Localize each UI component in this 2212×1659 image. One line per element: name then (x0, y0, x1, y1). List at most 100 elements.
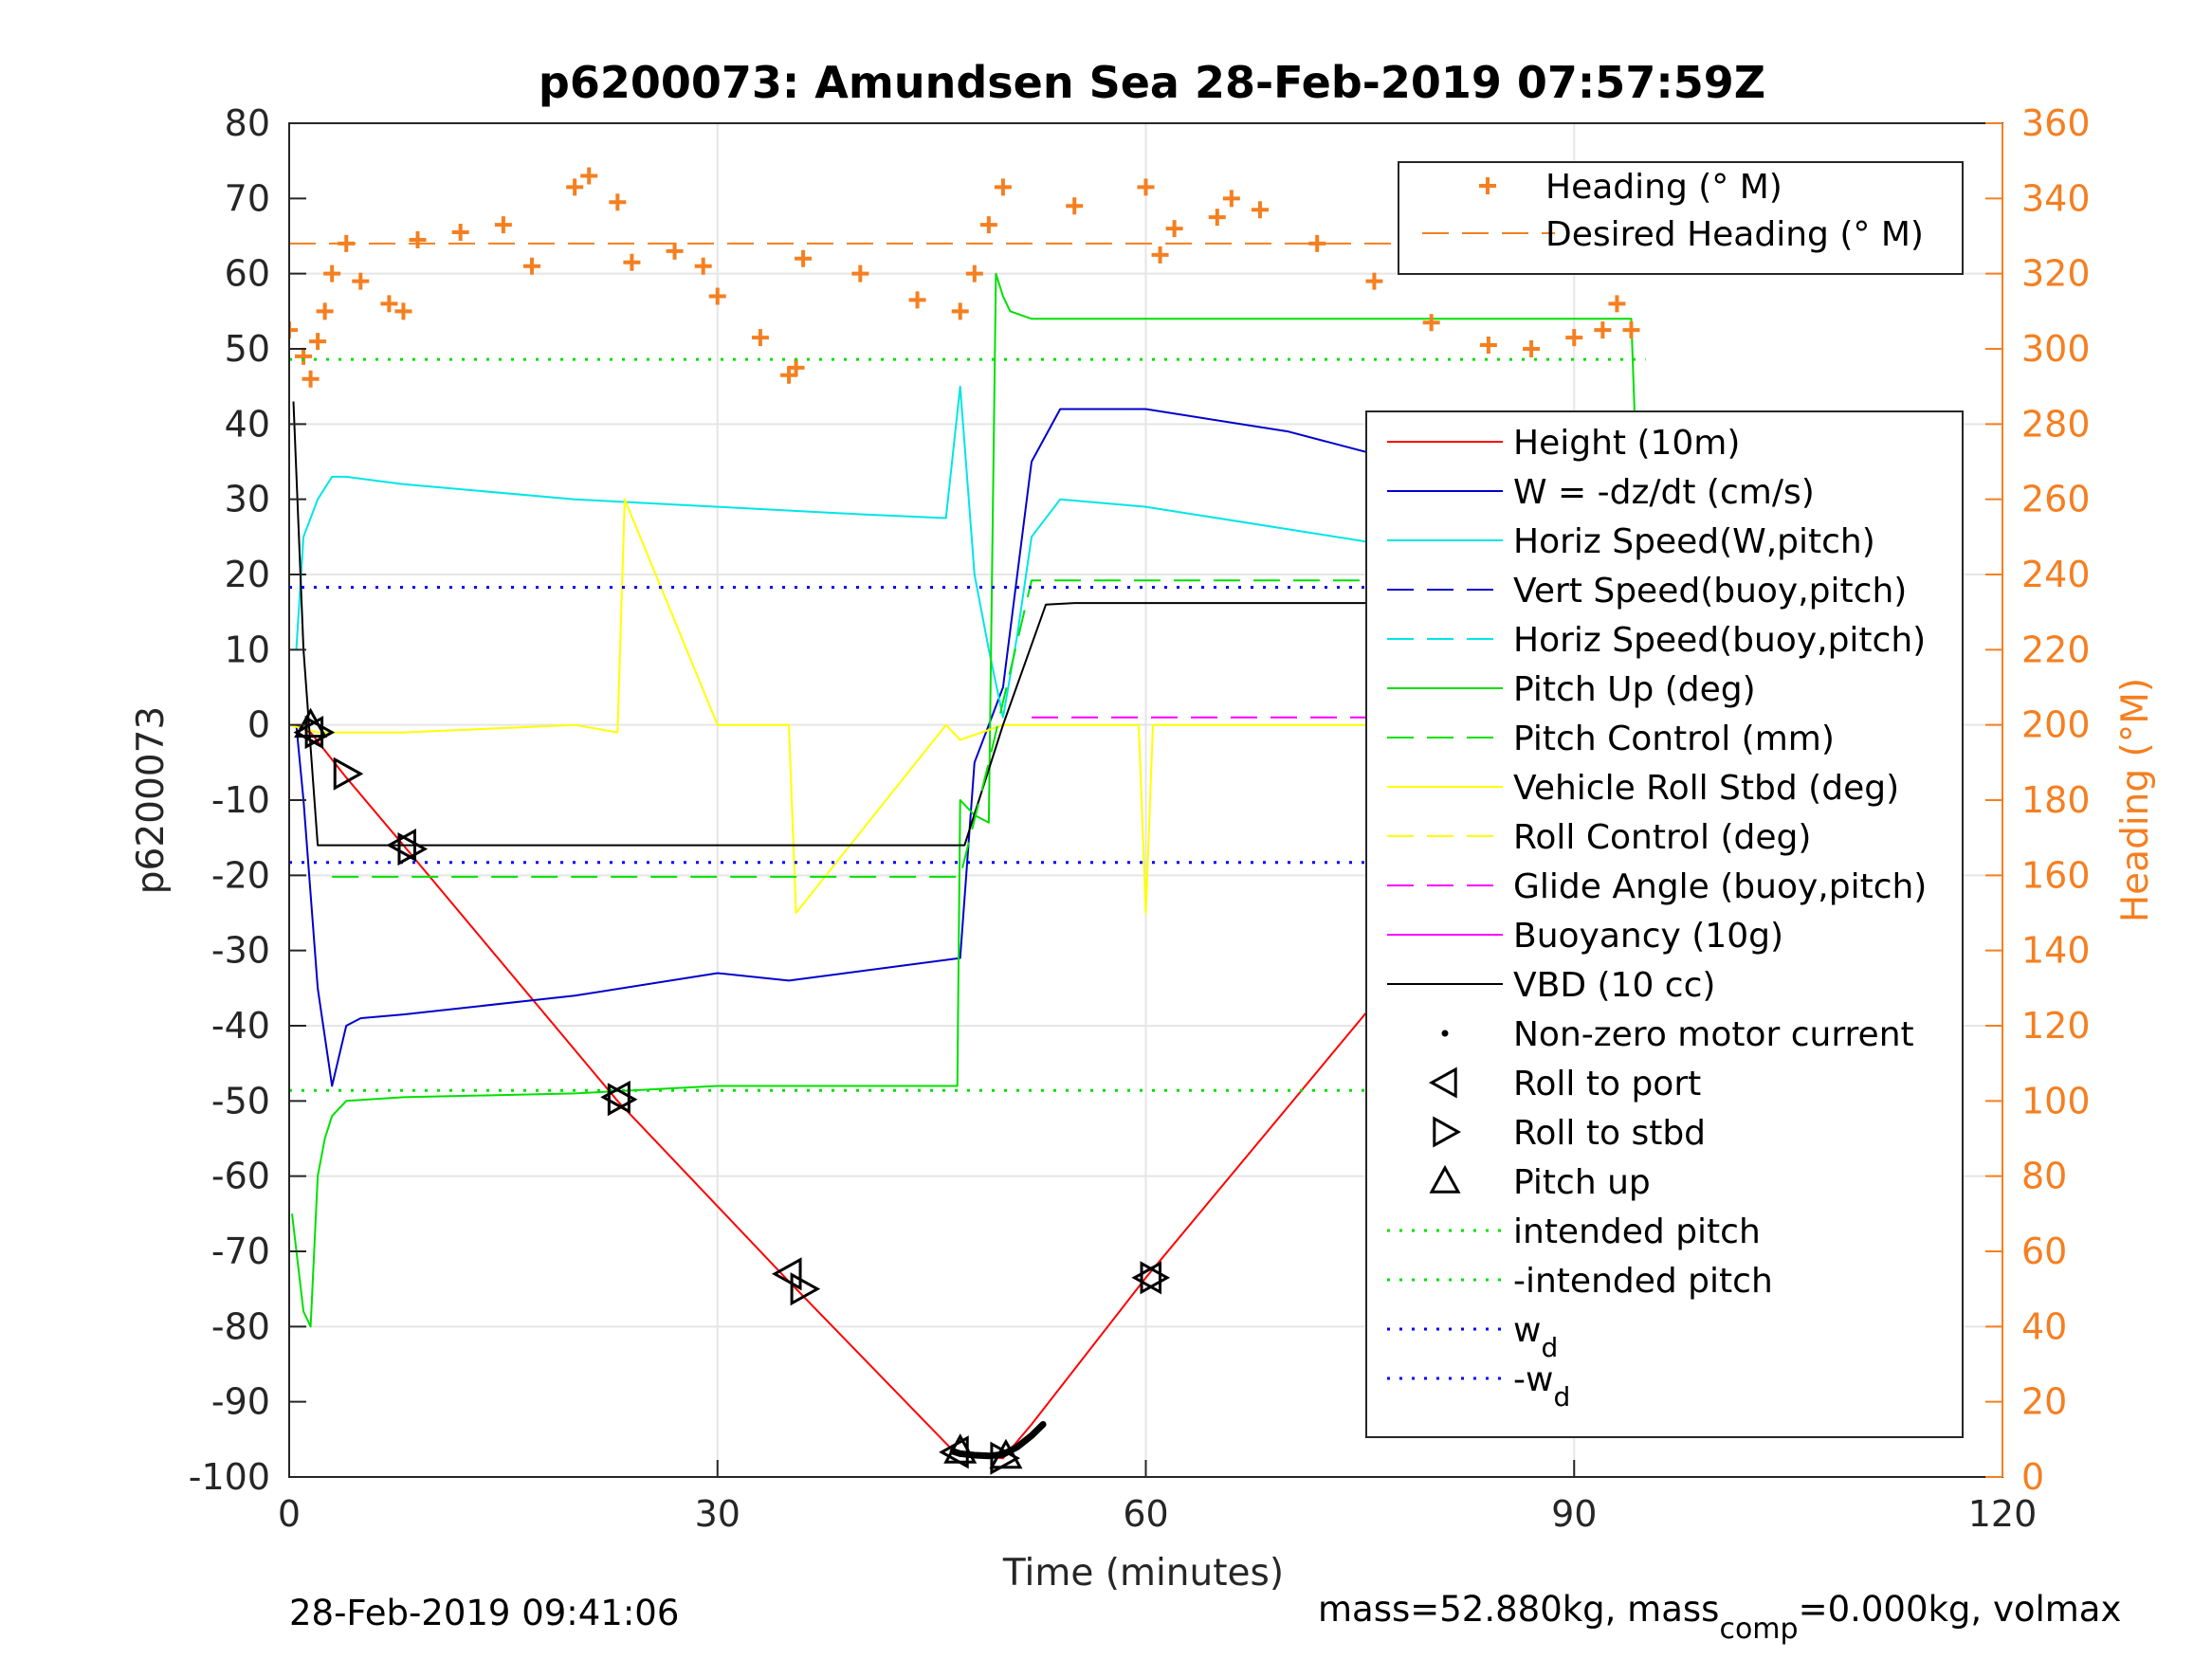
marker-roll-stbd (607, 1083, 638, 1117)
left-y-tick-label: -40 (211, 1005, 270, 1047)
heading-point (522, 257, 540, 275)
left-y-tick-label: -100 (189, 1456, 270, 1498)
x-tick-label: 120 (1968, 1493, 2038, 1535)
heading-point (451, 224, 469, 242)
legend-label-buoyancy-10g: Buoyancy (10g) (1513, 917, 1783, 956)
heading-point (566, 178, 584, 196)
footer-mass-info: mass=52.880kg, masscomp=0.000kg, volmax (1318, 1589, 2121, 1646)
x-tick-label: 30 (695, 1493, 740, 1535)
right-y-tick-label: 60 (2021, 1231, 2067, 1272)
left-y-tick-label: 10 (225, 629, 270, 670)
legend-heading: Heading (° M) Desired Heading (° M) (1398, 161, 1964, 275)
heading-point (1066, 197, 1084, 215)
heading-point (316, 302, 334, 320)
left-y-tick-label: -60 (211, 1156, 270, 1197)
heading-point (1151, 246, 1169, 264)
left-y-tick-label: 60 (225, 253, 270, 295)
right-y-tick-label: 20 (2021, 1381, 2067, 1423)
legend-label-w-d: wd (1513, 1311, 1558, 1363)
heading-point (1608, 295, 1626, 313)
marker-roll-stbd (990, 1441, 1021, 1475)
right-y-axis-label: Heading (°M) (2114, 678, 2157, 922)
footer-timestamp: 28-Feb-2019 09:41:06 (289, 1593, 679, 1633)
legend-heading-label: Heading (° M) (1545, 168, 1782, 207)
series-horiz-speed-w-pitch (295, 385, 1646, 719)
heading-point (1523, 340, 1541, 357)
right-y-tick-label: 200 (2021, 704, 2091, 746)
right-y-tick-label: 80 (2021, 1156, 2067, 1197)
right-y-tick-label: 280 (2021, 403, 2091, 445)
marker-roll-port (386, 829, 416, 863)
heading-point (1165, 220, 1183, 238)
heading-point (1622, 321, 1640, 339)
right-y-tick-label: 300 (2021, 328, 2091, 370)
left-y-tick-label: -90 (211, 1381, 270, 1423)
legend-label-pitch-control-mm: Pitch Control (mm) (1513, 720, 1835, 758)
marker-pitch-up (989, 1438, 1023, 1469)
heading-point (1222, 190, 1240, 208)
legend-swatch-motor-current (1441, 1030, 1449, 1037)
marker-roll-port (771, 1257, 802, 1291)
right-y-tick-label: 240 (2021, 554, 2091, 595)
heading-point (908, 291, 926, 309)
right-y-tick-label: 140 (2021, 930, 2091, 972)
heading-point (795, 249, 813, 267)
x-tick-label: 0 (278, 1493, 301, 1535)
legend-label-vbd-10-cc: VBD (10 cc) (1513, 966, 1715, 1005)
legend-label-glide-angle-buoy-pitch: Glide Angle (buoy,pitch) (1513, 867, 1927, 906)
marker-roll-stbd (1140, 1261, 1171, 1295)
heading-point (666, 242, 684, 260)
right-y-tick-label: 160 (2021, 854, 2091, 896)
legend-label-intended-pitch: -intended pitch (1513, 1262, 1773, 1301)
heading-point (979, 216, 997, 234)
heading-point (708, 287, 726, 305)
legend-label-pitch-up-deg: Pitch Up (deg) (1513, 670, 1756, 709)
series-vehicle-roll-stbd-deg (289, 498, 1646, 914)
left-y-tick-label: -30 (211, 930, 270, 972)
left-y-tick-label: 30 (225, 479, 270, 520)
heading-point (787, 358, 805, 376)
left-y-axis-ticks: -100-90-80-70-60-50-40-30-20-10010203040… (189, 102, 306, 1498)
x-tick-label: 90 (1551, 1493, 1597, 1535)
right-y-tick-label: 120 (2021, 1005, 2091, 1047)
right-y-tick-label: 340 (2021, 177, 2091, 219)
series-w-dz-dt-cm-s (295, 408, 1646, 1087)
marker-roll-stbd (397, 832, 429, 866)
legend-heading-label: Desired Heading (° M) (1545, 215, 1924, 254)
heading-point (1365, 272, 1383, 290)
heading-point (1251, 201, 1269, 219)
left-y-tick-label: -20 (211, 854, 270, 896)
legend-label-roll-to-port: Roll to port (1513, 1065, 1701, 1103)
legend-main-box (1365, 410, 1964, 1438)
right-y-tick-label: 40 (2021, 1305, 2067, 1347)
heading-point (951, 302, 969, 320)
left-y-tick-label: -10 (211, 779, 270, 821)
marker-roll-stbd (304, 716, 336, 750)
legend-main: Height (10m) W = -dz/dt (cm/s) Horiz Speed… (1365, 410, 1964, 1438)
left-y-axis-label: p6200073 (130, 706, 173, 894)
legend-label-pitch-up: Pitch up (1513, 1163, 1651, 1202)
left-y-tick-label: 80 (225, 102, 270, 144)
footer-mass-sub: comp (1719, 1613, 1798, 1646)
left-y-tick-label: 50 (225, 328, 270, 370)
right-y-tick-label: 180 (2021, 779, 2091, 821)
legend-label-roll-to-stbd: Roll to stbd (1513, 1114, 1706, 1153)
legend-label-roll-control-deg: Roll Control (deg) (1513, 818, 1811, 857)
heading-point (623, 253, 641, 271)
x-tick-label: 60 (1123, 1493, 1168, 1535)
heading-point (694, 257, 712, 275)
x-axis-label: Time (minutes) (1002, 1552, 1284, 1595)
legend-heading-swatch (1479, 177, 1496, 194)
marker-roll-port (1131, 1261, 1162, 1295)
heading-point (1308, 234, 1326, 252)
x-axis-ticks: 0 30 60 90 120 (278, 1460, 2037, 1535)
legend-label-w-d: -wd (1513, 1360, 1570, 1413)
left-y-tick-label: 40 (225, 403, 270, 445)
left-y-tick-label: 20 (225, 554, 270, 595)
marker-roll-stbd (333, 757, 364, 791)
heading-point (1594, 321, 1612, 339)
legend-label-vert-speed-buoy-pitch: Vert Speed(buoy,pitch) (1513, 572, 1907, 611)
footer-mass-b: =0.000kg, volmax (1799, 1589, 2122, 1630)
legend-label-height-10m: Height (10m) (1513, 424, 1740, 463)
